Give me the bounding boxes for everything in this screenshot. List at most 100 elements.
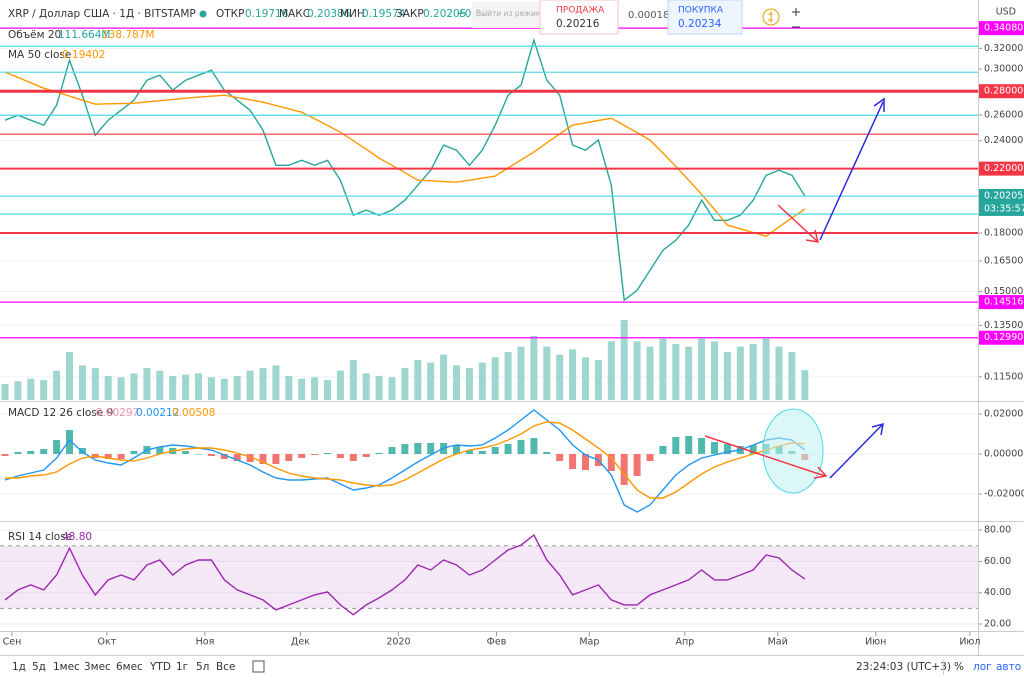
scale-button[interactable]: лог xyxy=(973,661,992,673)
bar xyxy=(414,443,422,454)
bar xyxy=(14,381,22,400)
countdown: 03:35:57 xyxy=(984,203,1024,214)
period-button[interactable]: 5л xyxy=(196,661,209,673)
bar xyxy=(311,377,319,400)
bar xyxy=(414,360,422,400)
y-tick-label: 0.32000 xyxy=(984,43,1023,54)
bar xyxy=(66,430,73,454)
period-button[interactable]: 3мес xyxy=(84,661,111,673)
x-tick-label: Фев xyxy=(487,637,507,648)
bar xyxy=(78,365,86,400)
level-label-bg xyxy=(979,295,1024,310)
level-label: 0.14516 xyxy=(984,297,1023,308)
level-label-bg xyxy=(979,161,1024,176)
bar xyxy=(530,336,538,400)
period-button[interactable]: 1мес xyxy=(53,661,80,673)
volume-value: 111.664M xyxy=(58,29,110,41)
bar xyxy=(1,454,9,456)
bar xyxy=(285,376,293,400)
line xyxy=(5,421,805,499)
level-label-bg xyxy=(979,84,1024,99)
buy-price: 0.20234 xyxy=(678,18,722,30)
bar xyxy=(491,447,499,454)
ma-legend: MA 50 close xyxy=(8,49,71,61)
volume-ma-value: 138.787M xyxy=(102,29,154,41)
ohlc-label: ЗАКР xyxy=(396,8,424,20)
period-button[interactable]: 1г xyxy=(176,661,188,673)
bar xyxy=(749,344,757,400)
line xyxy=(4,409,806,513)
level-label-bg xyxy=(979,330,1024,345)
symbol: XRP / Доллар США · 1Д · BITSTAMP xyxy=(8,8,196,20)
bar xyxy=(775,346,783,400)
bar xyxy=(504,352,512,400)
arrow-head xyxy=(813,466,828,479)
bar xyxy=(349,454,357,461)
y-tick-label: 80.00 xyxy=(984,525,1011,536)
bar xyxy=(233,454,241,461)
bar xyxy=(207,377,215,400)
arrow xyxy=(829,424,883,479)
period-button[interactable]: 6мес xyxy=(116,661,143,673)
level-label: 0.28000 xyxy=(984,86,1023,97)
bar xyxy=(104,454,112,459)
bar xyxy=(336,454,344,458)
y-tick-label: 0.24000 xyxy=(984,135,1023,146)
ohlc-value: 0.19574 xyxy=(362,8,406,20)
bar xyxy=(427,443,435,454)
volume-legend: Объём 20 xyxy=(8,29,61,41)
ohlc: ОТКР 0.19718 МАКС 0.20386 МИН 0.19574 ЗА… xyxy=(216,8,488,20)
calendar-icon[interactable] xyxy=(252,660,265,673)
period-button[interactable]: 1д xyxy=(12,661,26,673)
y-tick-label: 0.30000 xyxy=(984,64,1023,75)
buy-button[interactable] xyxy=(667,0,743,35)
scale-button[interactable]: авто xyxy=(996,661,1021,673)
bar xyxy=(465,368,473,400)
period-button[interactable]: Все xyxy=(216,661,235,673)
line xyxy=(4,37,806,302)
bar xyxy=(517,346,525,400)
bar xyxy=(156,447,164,454)
bar xyxy=(491,357,499,400)
bar xyxy=(569,454,577,469)
bar xyxy=(27,378,35,400)
zoom-icon[interactable] xyxy=(792,8,800,28)
bar xyxy=(607,454,615,471)
bar xyxy=(388,377,396,400)
spread: 0.00018 xyxy=(628,10,669,21)
ohlc-label: МАКС xyxy=(279,8,310,20)
sell-price: 0.20216 xyxy=(556,18,600,30)
y-tick-label: 40.00 xyxy=(984,587,1011,598)
bar xyxy=(40,449,48,454)
panel: 80.00 60.00 40.00 20.00 xyxy=(0,525,1011,630)
signal-value: 0.00508 xyxy=(172,407,215,419)
alert-icon[interactable] xyxy=(762,8,780,26)
bar xyxy=(659,446,667,454)
bar xyxy=(440,354,448,400)
macd-hist-value: -0.00297 xyxy=(92,407,139,419)
bar xyxy=(530,438,538,454)
bar xyxy=(324,453,331,454)
bar xyxy=(53,440,61,454)
bar xyxy=(40,380,48,400)
period-button[interactable]: YTD xyxy=(149,661,171,673)
ohlc-value: 0.20205 xyxy=(423,8,466,20)
bar xyxy=(195,454,202,455)
bar xyxy=(220,378,228,400)
status-dot xyxy=(199,10,207,18)
bar xyxy=(517,440,525,454)
bar xyxy=(1,384,9,400)
period-button[interactable]: 5д xyxy=(32,661,46,673)
bar xyxy=(220,454,228,459)
bar xyxy=(143,368,151,400)
ellipse-drawing xyxy=(762,408,824,494)
bar xyxy=(246,454,254,462)
bar xyxy=(478,451,486,454)
sell-button[interactable] xyxy=(539,0,619,35)
bar xyxy=(633,341,641,400)
ma-value: 0.19402 xyxy=(62,49,105,61)
scale-button[interactable]: % xyxy=(954,661,964,673)
tooltip-box xyxy=(472,2,540,28)
bar xyxy=(375,453,383,454)
bar xyxy=(259,368,267,400)
